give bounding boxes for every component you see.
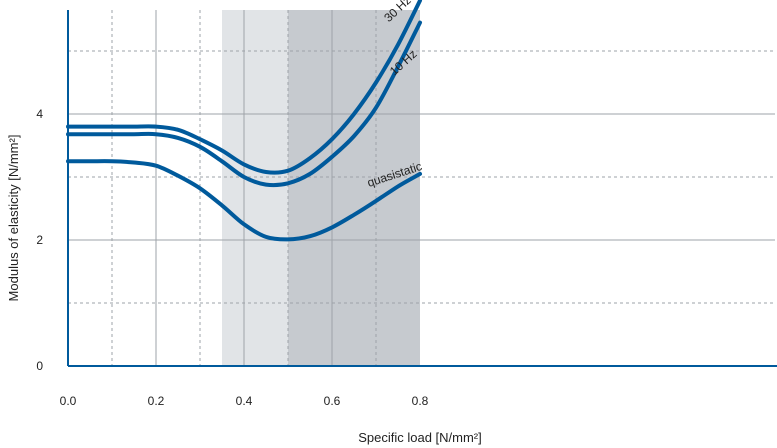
x-tick-label: 0.4 [236,394,253,408]
series-line-10-hz [66,20,422,188]
shaded-region-1 [222,10,288,366]
axes [67,10,777,367]
x-axis-title: Specific load [N/mm²] [358,430,482,445]
y-tick-label: 4 [36,107,43,121]
x-tick-label: 0.2 [148,394,165,408]
series-lines [66,0,422,242]
series-line-quasistatic [66,159,422,242]
x-tick-label: 0.0 [60,394,77,408]
shaded-regions [222,10,420,366]
grid-lines [68,10,775,366]
y-axis-title: Modulus of elasticity [N/mm²] [6,135,21,302]
x-tick-label: 0.6 [324,394,341,408]
x-tick-label: 0.8 [412,394,429,408]
y-tick-label: 2 [36,233,43,247]
tick-labels: 0.0 0.2 0.4 0.6 0.8 0 2 4 [36,107,428,408]
y-tick-label: 0 [36,359,43,373]
series-line-30-hz [66,0,422,175]
